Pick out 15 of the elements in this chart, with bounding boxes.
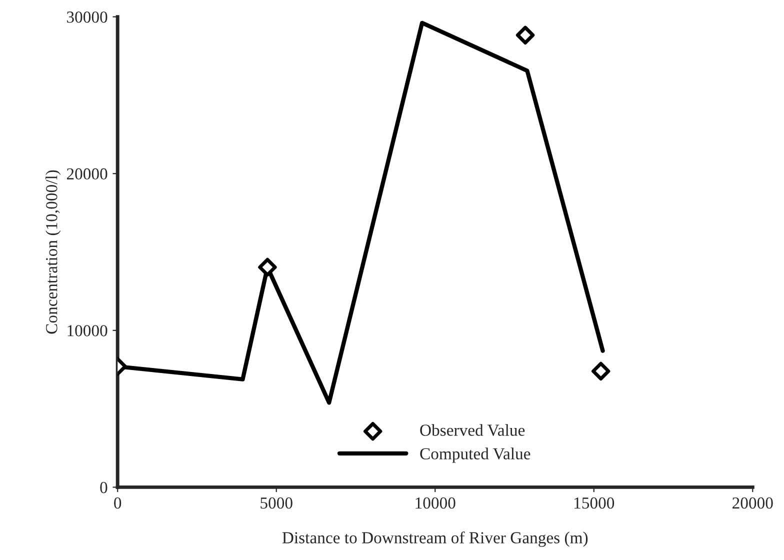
x-tick-label: 5000 xyxy=(260,497,292,509)
point xyxy=(516,26,535,44)
y-tick-label: 30000 xyxy=(67,12,108,23)
y-tick-label: 10000 xyxy=(68,325,108,336)
point xyxy=(592,362,610,381)
legend-label: Observed Value xyxy=(420,424,525,436)
x-axis-title: Distance to Downstream of River Ganges (m) xyxy=(282,531,588,547)
y-axis-title: Concentration (10,000/l) xyxy=(46,170,61,334)
x-tick-label: 10000 xyxy=(416,497,456,509)
x-tick-label: 15000 xyxy=(574,497,614,509)
x-tick-label: 0 xyxy=(114,497,122,509)
y-tick-label: 20000 xyxy=(66,168,108,180)
legend-label: Computed Value xyxy=(420,448,530,463)
x-tick-label: 20000 xyxy=(732,497,773,509)
y-tick-label: 0 xyxy=(100,482,108,494)
